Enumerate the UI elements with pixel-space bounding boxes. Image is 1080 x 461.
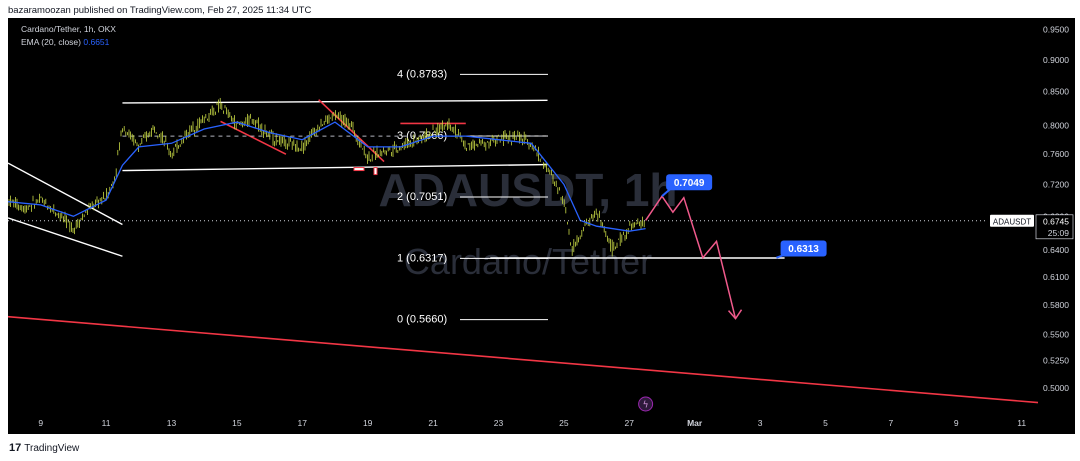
price-tick-label: 0.9500 bbox=[1043, 25, 1069, 35]
price-chart[interactable]: ADAUSDT, 1hCardano/Tether0.95000.90000.8… bbox=[8, 18, 1075, 434]
time-tick-label: 27 bbox=[625, 418, 635, 428]
price-tick-label: 0.8000 bbox=[1043, 121, 1069, 131]
symbol-legend: Cardano/Tether, 1h, OKX bbox=[21, 24, 116, 34]
ema-legend: EMA (20, close) 0.6651 bbox=[21, 37, 109, 47]
trendline-red bbox=[318, 99, 385, 163]
time-tick-label: 13 bbox=[167, 418, 177, 428]
fib-level-label: 4 (0.8783) bbox=[397, 68, 447, 80]
time-tick-label: 17 bbox=[298, 418, 308, 428]
time-tick-label: 21 bbox=[428, 418, 438, 428]
price-tick-label: 0.5800 bbox=[1043, 300, 1069, 310]
chart-panel[interactable]: ADAUSDT, 1h Cardano/Tether 0.9500 0.9000 0.8… bbox=[8, 18, 1075, 434]
trendline-white bbox=[8, 217, 123, 257]
tradingview-logo[interactable]: 17 TradingView bbox=[9, 442, 79, 454]
trendline-white bbox=[8, 162, 123, 226]
price-callout-box bbox=[780, 240, 827, 257]
price-tick-label: 0.7200 bbox=[1043, 179, 1069, 189]
symbol-tag: ADAUSDT bbox=[993, 217, 1031, 226]
ema-line bbox=[8, 121, 646, 232]
time-tick-label: 11 bbox=[102, 418, 111, 428]
time-tick-label: 3 bbox=[758, 418, 763, 428]
tradingview-brand: TradingView bbox=[24, 443, 80, 454]
trendline-white bbox=[122, 99, 548, 104]
price-tick-label: 0.8500 bbox=[1043, 87, 1069, 97]
time-tick-label: Mar bbox=[687, 418, 703, 428]
price-tick-label: 0.7600 bbox=[1043, 149, 1069, 159]
last-price-value: 0.6745 bbox=[1043, 216, 1069, 226]
ema-value: 0.6651 bbox=[83, 37, 110, 47]
time-tick-label: 7 bbox=[888, 418, 893, 428]
time-tick-label: 5 bbox=[823, 418, 828, 428]
price-tick-label: 0.6400 bbox=[1043, 245, 1069, 255]
last-price-tag-bg bbox=[1035, 214, 1074, 240]
time-tick-label: 19 bbox=[363, 418, 373, 428]
tradingview-logo-icon: 17 bbox=[9, 442, 22, 454]
projection-arrowhead bbox=[727, 309, 743, 320]
trendline-white bbox=[122, 163, 548, 172]
watermark-symbol: ADAUSDT, 1h bbox=[378, 164, 677, 216]
last-price-countdown: 25:09 bbox=[1048, 228, 1070, 238]
symbol-tag-bg bbox=[990, 214, 1034, 227]
fib-level-label: 0 (0.5660) bbox=[397, 314, 447, 326]
price-tick-label: 0.5250 bbox=[1043, 356, 1069, 366]
trendline-red bbox=[8, 315, 1039, 404]
price-tick-label: 0.9000 bbox=[1043, 55, 1069, 65]
trendline-red bbox=[220, 120, 287, 155]
fib-level-label: 2 (0.7051) bbox=[397, 191, 447, 203]
publisher-attribution: bazaramoozan published on TradingView.co… bbox=[8, 5, 312, 16]
event-marker-icon bbox=[638, 396, 654, 412]
ema-label: EMA (20, close) bbox=[21, 37, 81, 47]
time-tick-label: 23 bbox=[494, 418, 504, 428]
time-tick-label: 25 bbox=[559, 418, 569, 428]
price-tick-label: 0.5000 bbox=[1043, 383, 1069, 393]
marker-box bbox=[373, 167, 378, 176]
time-tick-label: 11 bbox=[1017, 418, 1026, 428]
price-callout-label: 0.6313 bbox=[788, 244, 819, 255]
fib-level-label: 1 (0.6317) bbox=[397, 252, 447, 264]
price-tick-label: 0.5500 bbox=[1043, 330, 1069, 340]
price-callout-label: 0.7049 bbox=[674, 178, 705, 189]
time-tick-label: 9 bbox=[38, 418, 43, 428]
marker-box bbox=[353, 167, 365, 172]
time-tick-label: 9 bbox=[954, 418, 959, 428]
event-marker-glyph: ϟ bbox=[643, 401, 649, 411]
price-tick-label: 0.6100 bbox=[1043, 272, 1069, 282]
price-callout-box bbox=[666, 174, 713, 191]
time-tick-label: 15 bbox=[232, 418, 242, 428]
